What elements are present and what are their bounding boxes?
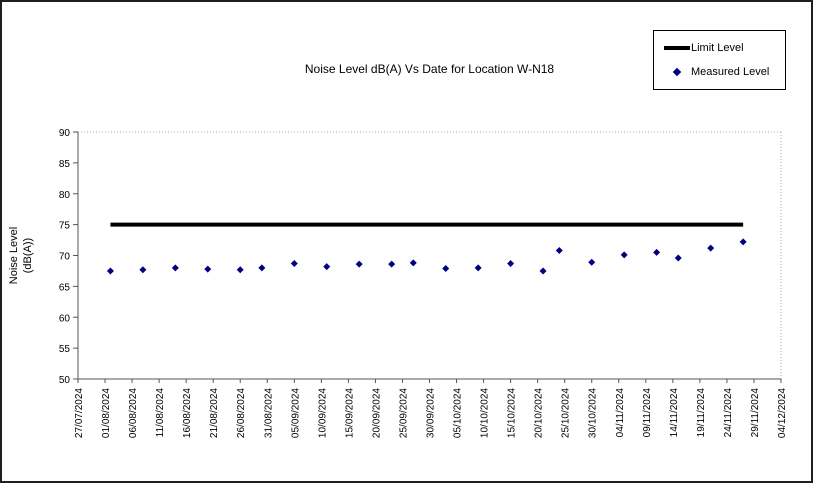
x-tick-label: 26/08/2024 [236,388,247,438]
chart-title: Noise Level dB(A) Vs Date for Location W… [304,62,555,76]
x-tick-label: 14/11/2024 [669,388,680,438]
diamond-marker-icon [672,67,682,76]
measured-data-point [674,254,682,262]
x-tick-label: 30/10/2024 [588,388,599,438]
x-tick-label: 29/11/2024 [750,388,761,438]
y-tick-label: 75 [59,221,71,232]
y-tick-label: 85 [59,159,71,170]
x-tick-label: 19/11/2024 [696,388,707,438]
y-tick-label: 55 [59,344,71,355]
measured-data-point [236,266,244,274]
measured-data-point [388,260,396,268]
x-tick-label: 20/09/2024 [371,388,382,438]
measured-data-point [171,264,179,272]
measured-data-point [355,260,363,268]
x-tick-label: 27/07/2024 [74,388,85,438]
legend-label-limit-level: Limit Level [691,42,744,55]
x-tick-label: 15/10/2024 [507,388,518,438]
measured-data-point [555,247,563,255]
measured-data-point [707,244,715,252]
y-tick-label: 60 [59,313,71,324]
x-tick-label: 04/12/2024 [777,388,788,438]
y-axis-title-line1: Noise Level [8,227,20,284]
x-tick-label: 25/09/2024 [398,388,409,438]
x-tick-label: 21/08/2024 [209,388,220,438]
measured-data-point [204,265,212,273]
y-tick-label: 70 [59,252,71,263]
x-tick-label: 16/08/2024 [182,388,193,438]
x-tick-label: 10/09/2024 [317,388,328,438]
x-tick-label: 31/08/2024 [263,388,274,438]
x-tick-label: 30/09/2024 [426,388,437,438]
y-axis-title-line2: (dB(A)) [22,238,34,273]
x-tick-label: 05/09/2024 [290,388,301,438]
x-tick-label: 15/09/2024 [344,388,355,438]
y-tick-label: 50 [59,375,71,386]
measured-marker-swatch-area [664,67,690,76]
x-tick-label: 05/10/2024 [453,388,464,438]
legend-label-measured-level: Measured Level [691,65,770,78]
x-tick-label: 20/10/2024 [534,388,545,438]
measured-data-point [106,267,114,275]
y-tick-label: 80 [59,190,71,201]
y-tick-label: 65 [59,282,71,293]
x-tick-label: 10/10/2024 [480,388,491,438]
measured-data-point [620,251,628,259]
y-tick-label: 90 [59,128,71,139]
x-tick-label: 04/11/2024 [615,388,626,438]
legend: Limit Level Measured Level [653,30,786,90]
measured-data-point [409,259,417,267]
measured-data-point [139,266,147,274]
x-tick-label: 06/08/2024 [128,388,139,438]
legend-item-measured-level: Measured Level [664,66,785,78]
x-tick-label: 09/11/2024 [642,388,653,438]
measured-data-point [588,258,596,266]
x-tick-label: 24/11/2024 [723,388,734,438]
x-tick-label: 11/08/2024 [155,388,166,438]
measured-data-point [258,264,266,272]
measured-data-point [507,260,515,268]
measured-data-point [442,264,450,272]
x-tick-label: 25/10/2024 [561,388,572,438]
limit-line-swatch-icon [664,46,690,51]
measured-data-point [474,264,482,272]
measured-data-point [290,260,298,268]
x-tick-label: 01/08/2024 [101,388,112,438]
measured-data-point [323,263,331,271]
measured-data-point [653,248,661,256]
measured-data-point [539,267,547,275]
measured-data-point [739,238,747,246]
legend-item-limit-level: Limit Level [664,42,785,54]
